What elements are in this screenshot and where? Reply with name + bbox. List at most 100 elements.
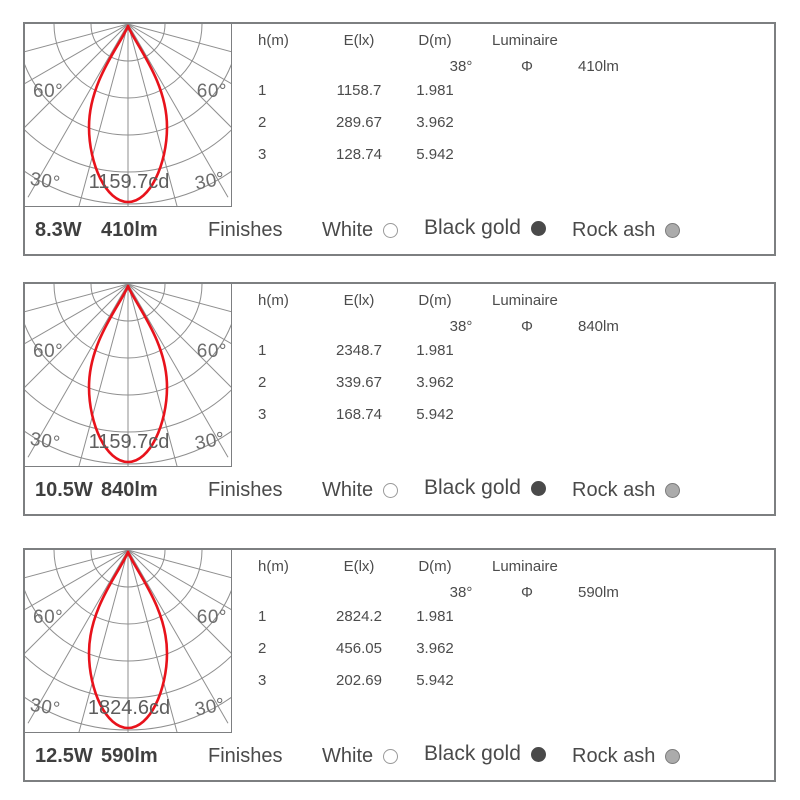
finish-option-black-gold: Black gold [424,216,546,240]
finish-label: Rock ash [572,219,656,241]
col-header-e: E(lx) [343,32,375,49]
table-row: 1 1158.7 1.981 [25,82,774,102]
flux-value: 840lm [578,318,619,335]
finishes-label: Finishes [208,745,283,767]
candela-value-label: 1824.6cd [87,697,171,719]
finish-label: Black gold [424,476,521,499]
wattage-label: 12.5W [35,745,93,767]
cell-h: 1 [258,82,267,99]
panel-footer: 10.5W 840lm Finishes White Black gold Ro… [25,468,774,514]
angle-label-60-left: 60° [33,341,64,362]
angle-label-60-right: 60° [196,607,227,628]
photometric-polar-diagram: 60° 60° 30° 30° 1159.7cd [25,284,232,467]
flux-phi-symbol: Φ [521,584,533,601]
cell-d: 3.962 [416,114,454,131]
flux-value: 590lm [578,584,619,601]
rock-ash-swatch-icon [665,483,681,498]
col-header-lum: Luminaire [492,558,558,575]
beam-angle-value: 38° [449,584,473,601]
table-header-row: h(m) E(lx) D(m) Luminaire [25,32,774,52]
table-row: 1 2824.2 1.981 [25,608,774,628]
beam-angle-value: 38° [449,318,473,335]
col-header-h: h(m) [258,558,289,575]
col-header-lum: Luminaire [492,292,558,309]
panel-footer: 8.3W 410lm Finishes White Black gold Roc… [25,208,774,254]
angle-label-60-right: 60° [196,341,227,362]
lumen-label: 590lm [101,745,158,767]
col-header-d: D(m) [418,292,452,309]
finish-label: White [322,745,374,767]
black-gold-swatch-icon [530,746,546,762]
lumen-label: 410lm [101,219,158,241]
cell-h: 3 [258,406,267,423]
cell-h: 3 [258,672,267,689]
cell-h: 2 [258,640,267,657]
angle-label-60-left: 60° [33,81,64,102]
cell-e: 168.74 [336,406,382,423]
table-row: 2 456.05 3.962 [25,640,774,660]
table-header-row: h(m) E(lx) D(m) Luminaire [25,292,774,312]
cell-d: 1.981 [416,608,454,625]
finish-label: Rock ash [572,479,656,501]
finish-label: Black gold [424,216,521,239]
flux-value: 410lm [578,58,619,75]
col-header-h: h(m) [258,32,289,49]
photometry-table: h(m) E(lx) D(m) Luminaire 38° Φ 410lm 1 … [25,24,774,206]
cell-e: 339.67 [336,374,382,391]
candela-value-label: 1159.7cd [88,171,170,193]
spec-panel-12-5w: 60° 60° 30° 30° 1824.6cd h(m) E(lx) D(m)… [23,548,776,782]
table-row: 2 339.67 3.962 [25,374,774,394]
beam-angle-row: 38° Φ 590lm [25,584,774,604]
finish-option-white: White [322,219,399,242]
rock-ash-swatch-icon [665,749,681,764]
black-gold-swatch-icon [530,220,546,236]
cell-d: 5.942 [416,146,454,163]
cell-d: 1.981 [416,342,454,359]
finish-label: Rock ash [572,745,656,767]
table-row: 3 168.74 5.942 [25,406,774,426]
finish-label: Black gold [424,742,521,765]
wattage-label: 10.5W [35,479,93,501]
white-swatch-icon [383,223,399,238]
col-header-d: D(m) [418,32,452,49]
lumen-label: 840lm [101,479,158,501]
cell-d: 5.942 [416,406,454,423]
cell-e: 456.05 [336,640,382,657]
table-row: 3 202.69 5.942 [25,672,774,692]
cell-e: 289.67 [336,114,382,131]
col-header-h: h(m) [258,292,289,309]
flux-phi-symbol: Φ [521,318,533,335]
finish-label: White [322,479,374,501]
finishes-label: Finishes [208,479,283,501]
angle-label-60-right: 60° [196,81,227,102]
photometric-polar-diagram: 60° 60° 30° 30° 1824.6cd [25,550,232,733]
angle-label-60-left: 60° [33,607,64,628]
candela-value-label: 1159.7cd [88,431,170,453]
finish-option-black-gold: Black gold [424,742,546,766]
finishes-label: Finishes [208,219,283,241]
rock-ash-swatch-icon [665,223,681,238]
photometry-table: h(m) E(lx) D(m) Luminaire 38° Φ 590lm 1 … [25,550,774,732]
white-swatch-icon [383,483,399,498]
finish-option-white: White [322,479,399,502]
cell-h: 1 [258,342,267,359]
finish-option-black-gold: Black gold [424,476,546,500]
table-row: 1 2348.7 1.981 [25,342,774,362]
finish-option-rock-ash: Rock ash [572,219,681,242]
finish-label: White [322,219,374,241]
cell-d: 3.962 [416,640,454,657]
cell-e: 2824.2 [336,608,382,625]
panel-footer: 12.5W 590lm Finishes White Black gold Ro… [25,734,774,780]
cell-e: 128.74 [336,146,382,163]
spec-panel-8-3w: 60° 60° 30° 30° 1159.7cd h(m) E(lx) D(m)… [23,22,776,256]
cell-d: 1.981 [416,82,454,99]
cell-e: 2348.7 [336,342,382,359]
cell-d: 5.942 [416,672,454,689]
cell-e: 1158.7 [336,82,382,99]
table-row: 2 289.67 3.962 [25,114,774,134]
col-header-e: E(lx) [343,292,375,309]
cell-h: 2 [258,374,267,391]
cell-d: 3.962 [416,374,454,391]
flux-phi-symbol: Φ [521,58,533,75]
wattage-label: 8.3W [35,219,82,241]
